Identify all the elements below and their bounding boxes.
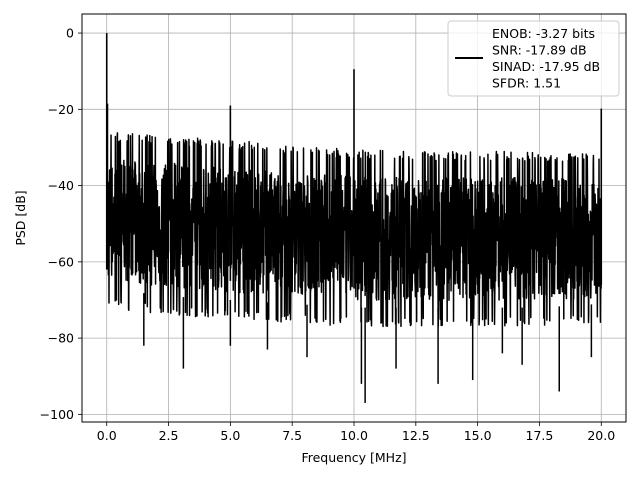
x-tick-label: 12.5 (402, 428, 430, 443)
x-tick-label: 10.0 (340, 428, 368, 443)
x-tick-label: 17.5 (526, 428, 554, 443)
series-0-psd (105, 33, 603, 403)
y-tick-label: 0 (66, 26, 74, 41)
plot-area (105, 33, 603, 403)
x-tick-label: 2.5 (159, 428, 179, 443)
legend-box (447, 20, 620, 97)
legend-label-line: ENOB: -3.27 bits (492, 26, 595, 41)
x-axis-label: Frequency [MHz] (301, 450, 406, 465)
x-tick-label: 0.0 (97, 428, 117, 443)
y-tick-label: −40 (48, 178, 74, 193)
x-tick-label: 15.0 (464, 428, 492, 443)
legend-label-line: SINAD: -17.95 dB (492, 59, 600, 74)
x-axis: 0.0 2.5 5.0 7.5 10.0 12.5 15.0 17.5 20.0 (97, 422, 615, 443)
x-tick-label: 5.0 (220, 428, 240, 443)
y-tick-label: −60 (48, 254, 74, 269)
y-tick-label: −80 (48, 331, 74, 346)
y-axis: 0 −20 −40 −60 −80 −100 (40, 26, 82, 422)
legend-label-line: SNR: -17.89 dB (492, 43, 587, 58)
y-tick-label: −100 (40, 407, 74, 422)
y-tick-label: −20 (48, 102, 74, 117)
y-axis-label: PSD [dB] (13, 190, 28, 245)
legend-label-line: SFDR: 1.51 (492, 76, 561, 91)
x-tick-label: 7.5 (282, 428, 302, 443)
x-tick-label: 20.0 (587, 428, 615, 443)
